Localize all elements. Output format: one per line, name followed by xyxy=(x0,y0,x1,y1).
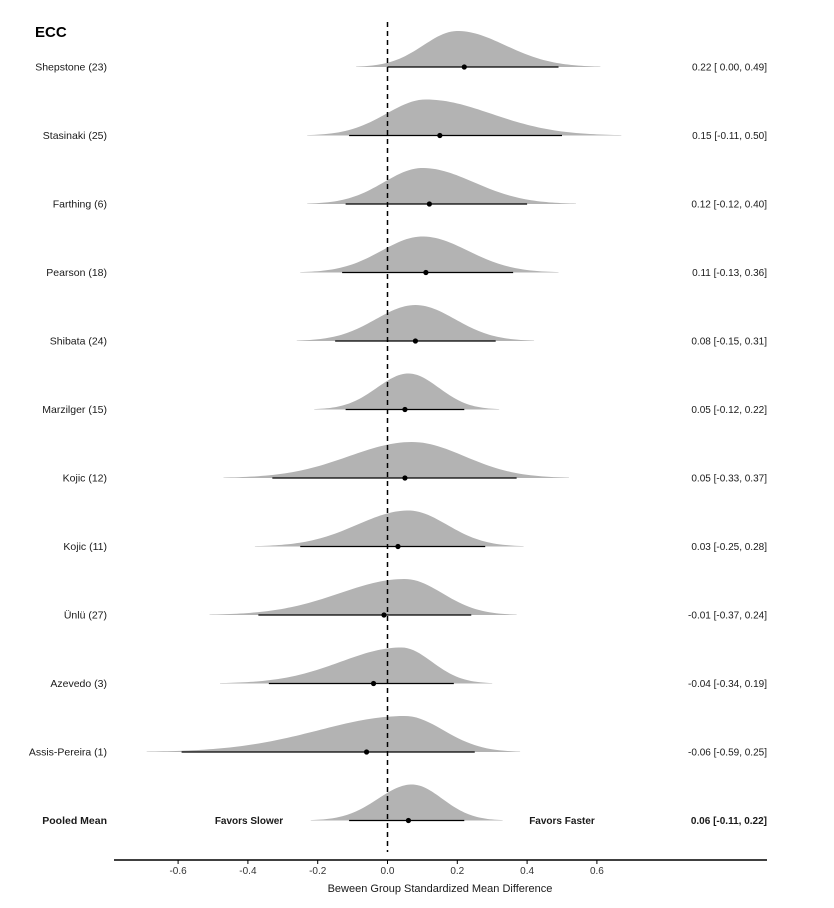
mean-point-10 xyxy=(363,749,370,755)
ci-label-9: -0.04 [-0.34, 0.19] xyxy=(688,679,767,690)
density-2 xyxy=(307,168,576,204)
density-4 xyxy=(296,305,535,341)
x-tick-label-0: -0.6 xyxy=(169,866,187,877)
favors-slower-label: Favors Slower xyxy=(215,816,283,827)
ci-label-0: 0.22 [ 0.00, 0.49] xyxy=(692,63,767,74)
mean-point-3 xyxy=(423,269,429,276)
x-axis-title: Beween Group Standardized Mean Differenc… xyxy=(328,883,553,895)
mean-point-8 xyxy=(381,612,387,618)
ci-label-8: -0.01 [-0.37, 0.24] xyxy=(688,611,767,622)
x-tick-label-6: 0.6 xyxy=(590,866,604,877)
density-layer xyxy=(146,31,622,821)
ci-label-7: 0.03 [-0.25, 0.28] xyxy=(691,542,767,553)
density-5 xyxy=(314,373,500,410)
x-tick-label-1: -0.4 xyxy=(239,866,257,877)
study-label-11: Pooled Mean xyxy=(42,815,107,827)
ci-label-1: 0.15 [-0.11, 0.50] xyxy=(692,131,767,142)
density-1 xyxy=(307,99,622,136)
ci-label-4: 0.08 [-0.15, 0.31] xyxy=(691,337,767,348)
study-label-2: Farthing (6) xyxy=(53,199,107,211)
ci-label-2: 0.12 [-0.12, 0.40] xyxy=(691,200,767,211)
mean-point-11 xyxy=(405,817,412,824)
interval-layer xyxy=(181,64,562,824)
study-label-8: Ünlü (27) xyxy=(64,610,107,622)
mean-point-1 xyxy=(437,132,443,139)
ci-label-6: 0.05 [-0.33, 0.37] xyxy=(691,474,767,485)
study-label-10: Assis-Pereira (1) xyxy=(29,747,107,759)
density-0 xyxy=(356,31,601,67)
study-label-9: Azevedo (3) xyxy=(50,678,107,690)
density-3 xyxy=(300,236,559,273)
x-axis: -0.6 -0.4 -0.2 0.0 0.2 0.4 0.6 xyxy=(114,859,767,877)
study-label-0: Shepstone (23) xyxy=(35,62,107,74)
study-label-1: Stasinaki (25) xyxy=(43,130,107,142)
x-tick-label-2: -0.2 xyxy=(309,866,327,877)
study-label-5: Marzilger (15) xyxy=(42,404,107,416)
study-label-3: Pearson (18) xyxy=(46,267,107,279)
ci-label-3: 0.11 [-0.13, 0.36] xyxy=(692,268,767,279)
mean-point-5 xyxy=(402,406,408,413)
density-8 xyxy=(209,579,517,615)
mean-point-9 xyxy=(370,680,377,687)
study-label-6: Kojic (12) xyxy=(63,473,107,485)
density-9 xyxy=(219,647,493,684)
mean-point-0 xyxy=(461,64,467,70)
mean-point-6 xyxy=(402,475,408,481)
density-11 xyxy=(310,784,503,821)
x-tick-label-3: 0.0 xyxy=(381,866,395,877)
ci-label-5: 0.05 [-0.12, 0.22] xyxy=(691,405,767,416)
study-label-4: Shibata (24) xyxy=(50,336,107,348)
density-6 xyxy=(223,442,569,478)
x-tick-label-5: 0.4 xyxy=(520,866,534,877)
mean-point-2 xyxy=(426,201,432,207)
mean-point-4 xyxy=(412,338,419,344)
ci-label-10: -0.06 [-0.59, 0.25] xyxy=(688,748,767,759)
density-10 xyxy=(146,716,521,752)
chart-title: ECC xyxy=(35,24,67,41)
label-layer: Shepstone (23) 0.22 [ 0.00, 0.49] Stasinak… xyxy=(29,62,767,828)
study-label-7: Kojic (11) xyxy=(63,541,107,553)
mean-point-7 xyxy=(395,543,401,550)
x-tick-label-4: 0.2 xyxy=(450,866,464,877)
favors-faster-label: Favors Faster xyxy=(529,816,595,827)
ci-label-11: 0.06 [-0.11, 0.22] xyxy=(691,816,767,827)
density-7 xyxy=(254,510,524,547)
